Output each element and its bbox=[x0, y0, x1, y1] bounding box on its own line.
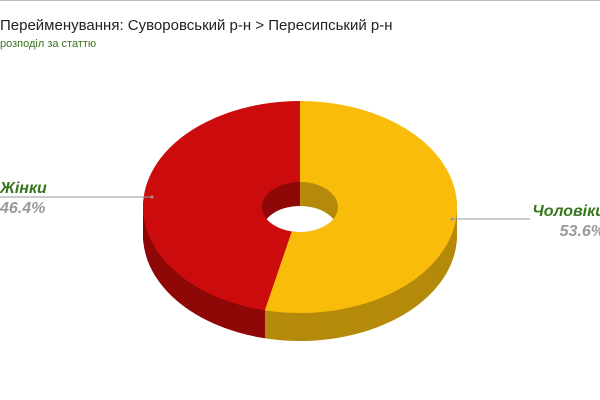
chart-title: Перейменування: Суворовський р-н > Перес… bbox=[0, 17, 393, 34]
chart-subtitle: розподіл за статтю bbox=[0, 38, 97, 50]
top-border bbox=[0, 0, 600, 1]
slice-value-men: 53.6% bbox=[560, 223, 600, 240]
leader-dot-1 bbox=[150, 195, 154, 199]
slice-0 bbox=[264, 101, 458, 313]
slice-value-women: 46.4% bbox=[0, 200, 45, 217]
slice-label-men: Чоловіки bbox=[532, 203, 600, 220]
leader-dot-0 bbox=[450, 217, 454, 221]
slice-1 bbox=[143, 101, 300, 311]
donut-hole bbox=[262, 206, 338, 232]
slice-label-women: Жінки bbox=[0, 180, 47, 197]
